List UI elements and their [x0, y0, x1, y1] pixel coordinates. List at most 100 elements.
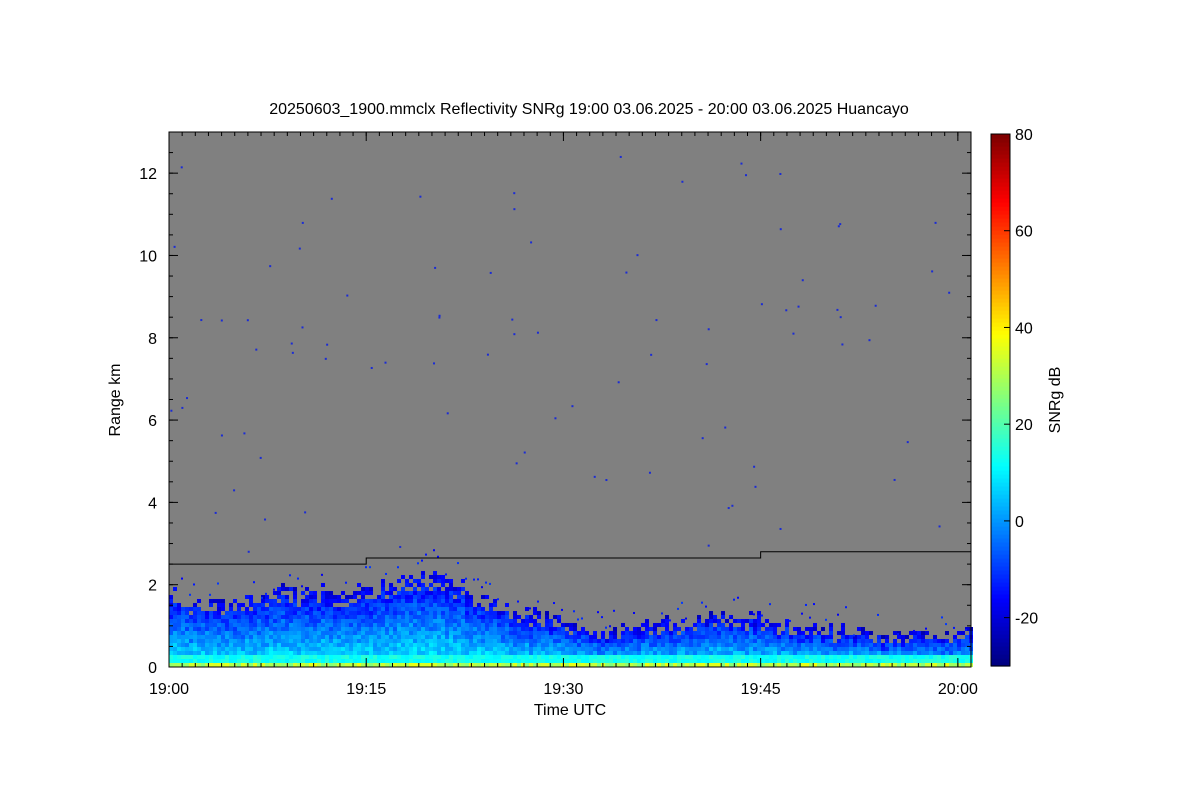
echo-cell	[205, 639, 209, 643]
echo-cell	[261, 627, 265, 631]
echo-cell	[457, 591, 461, 595]
echo-cell	[329, 651, 333, 655]
echo-cell	[437, 579, 441, 583]
echo-cell	[413, 647, 417, 651]
echo-cell	[461, 599, 465, 603]
echo-cell	[233, 655, 237, 659]
echo-cell	[429, 651, 433, 655]
echo-cell	[373, 651, 377, 655]
echo-cell	[721, 643, 725, 647]
echo-cell	[469, 627, 473, 631]
echo-cell	[177, 631, 181, 635]
echo-cell	[701, 639, 705, 643]
echo-cell	[605, 643, 609, 647]
echo-cell	[509, 647, 513, 651]
echo-cell	[761, 639, 765, 643]
echo-cell	[437, 603, 441, 607]
echo-cell	[917, 635, 921, 639]
echo-speckle	[553, 602, 555, 605]
echo-cell	[469, 619, 473, 623]
echo-cell	[185, 655, 189, 659]
echo-cell	[605, 663, 609, 667]
noise-dot	[681, 180, 684, 183]
echo-cell	[361, 587, 365, 591]
echo-cell	[265, 659, 269, 663]
echo-cell	[241, 631, 245, 635]
echo-cell	[209, 603, 213, 607]
echo-cell	[193, 635, 197, 639]
echo-cell	[533, 663, 537, 667]
echo-cell	[309, 651, 313, 655]
colorbar-tick-label: -20	[1015, 611, 1038, 628]
echo-cell	[589, 651, 593, 655]
echo-cell	[857, 651, 861, 655]
echo-cell	[753, 635, 757, 639]
echo-cell	[577, 651, 581, 655]
colorbar-segment	[991, 254, 1010, 259]
echo-cell	[357, 591, 361, 595]
echo-cell	[817, 663, 821, 667]
echo-cell	[285, 595, 289, 599]
echo-cell	[201, 619, 205, 623]
echo-cell	[449, 631, 453, 635]
echo-cell	[305, 615, 309, 619]
echo-cell	[269, 623, 273, 627]
echo-cell	[545, 627, 549, 631]
echo-cell	[741, 659, 745, 663]
echo-cell	[849, 647, 853, 651]
echo-cell	[429, 627, 433, 631]
echo-cell	[477, 619, 481, 623]
echo-cell	[557, 615, 561, 619]
echo-cell	[309, 619, 313, 623]
echo-cell	[581, 631, 585, 635]
echo-cell	[409, 655, 413, 659]
echo-cell	[533, 647, 537, 651]
echo-cell	[517, 623, 521, 627]
echo-cell	[449, 599, 453, 603]
echo-cell	[181, 651, 185, 655]
echo-cell	[581, 659, 585, 663]
echo-cell	[421, 635, 425, 639]
echo-cell	[613, 647, 617, 651]
echo-cell	[377, 647, 381, 651]
echo-cell	[321, 603, 325, 607]
echo-cell	[357, 615, 361, 619]
echo-cell	[361, 591, 365, 595]
echo-cell	[721, 631, 725, 635]
echo-cell	[381, 655, 385, 659]
echo-cell	[289, 659, 293, 663]
echo-cell	[789, 663, 793, 667]
echo-cell	[905, 655, 909, 659]
echo-cell	[809, 651, 813, 655]
echo-speckle	[189, 593, 191, 596]
echo-cell	[661, 623, 665, 627]
echo-cell	[169, 639, 173, 643]
echo-cell	[173, 643, 177, 647]
echo-cell	[925, 643, 929, 647]
colorbar-segment	[991, 610, 1010, 615]
echo-cell	[713, 619, 717, 623]
echo-cell	[257, 615, 261, 619]
echo-cell	[641, 663, 645, 667]
colorbar-segment	[991, 602, 1010, 607]
echo-cell	[261, 655, 265, 659]
echo-cell	[245, 647, 249, 651]
echo-cell	[421, 571, 425, 575]
echo-cell	[545, 655, 549, 659]
echo-cell	[773, 635, 777, 639]
echo-cell	[609, 647, 613, 651]
colorbar-segment	[991, 382, 1010, 387]
colorbar-segment	[991, 286, 1010, 291]
echo-cell	[281, 647, 285, 651]
echo-cell	[769, 627, 773, 631]
echo-cell	[269, 635, 273, 639]
echo-cell	[545, 635, 549, 639]
echo-cell	[169, 631, 173, 635]
echo-cell	[701, 631, 705, 635]
echo-cell	[297, 607, 301, 611]
echo-cell	[833, 655, 837, 659]
echo-cell	[749, 655, 753, 659]
echo-cell	[213, 643, 217, 647]
echo-cell	[345, 643, 349, 647]
echo-cell	[265, 631, 269, 635]
